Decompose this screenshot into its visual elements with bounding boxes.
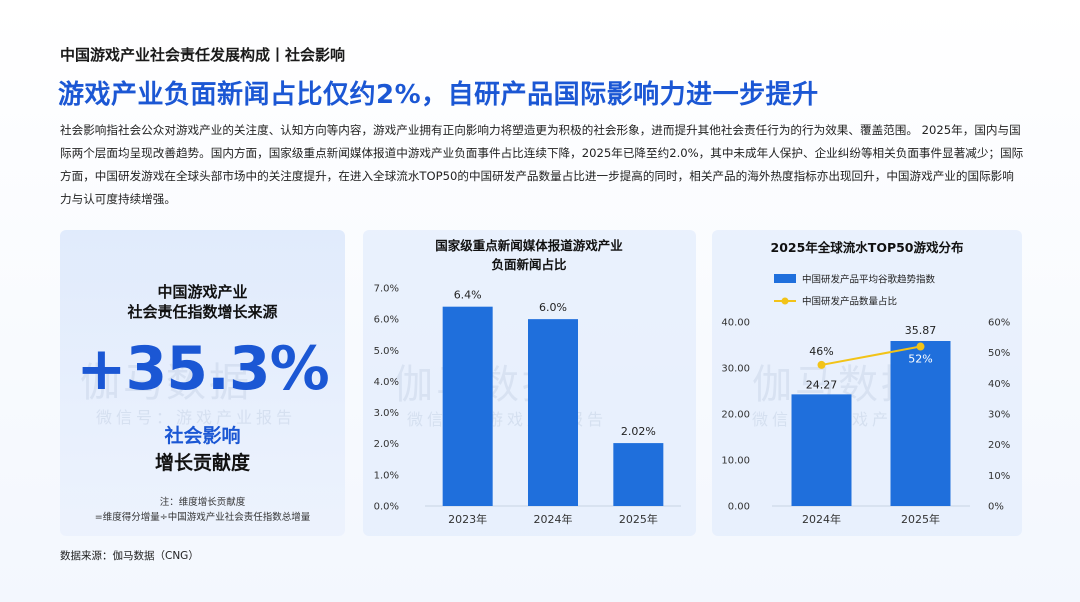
bar [442,306,493,506]
bar [528,319,578,506]
negative-news-bar-chart: 国家级重点新闻媒体报道游戏产业 负面新闻占比 0.0% 1.0% 2.0% 3.0% 4… [374,238,681,526]
legend-bar-swatch [774,274,796,283]
bar [890,340,951,506]
x-tick-label: 2023年 [448,512,487,526]
y-tick-label: 0.0% [374,502,399,513]
line-value-label: 46% [809,345,833,358]
x-tick-label: 2024年 [802,512,841,526]
kpi-value: +35.3% [76,334,329,404]
x-tick-label: 2025年 [619,512,658,526]
legend-line-label: 中国研发产品数量占比 [802,296,897,308]
y-tick-label: 6.0% [374,315,399,326]
page-title: 游戏产业负面新闻占比仅约2%，自研产品国际影响力进一步提升 [58,80,819,110]
chart1-title-line2: 负面新闻占比 [491,257,567,272]
intro-paragraph: 社会影响指社会公众对游戏产业的关注度、认知方向等内容，游戏产业拥有正向影响力将塑… [60,123,1024,206]
y-right-tick-label: 50% [988,348,1010,359]
data-source: 数据来源：伽马数据（CNG） [60,550,199,562]
y-right-tick-label: 20% [988,440,1010,451]
top50-chart-card: 伽马数据 微信号：游戏产业报告 2025年全球流水TOP50游戏分布 中国研发产… [712,230,1022,536]
y-right-tick-label: 10% [988,471,1010,482]
bar-value-label: 24.27 [806,378,838,391]
x-tick-label: 2024年 [534,512,573,526]
bar [791,394,852,506]
y-tick-label: 2.0% [374,439,399,450]
subtitle: 中国游戏产业社会责任发展构成丨社会影响 [60,46,346,64]
y-tick-label: 7.0% [374,284,399,295]
kpi-note-line1: 注：维度增长贡献度 [159,497,246,508]
y-left-tick-label: 10.00 [721,456,750,467]
y-right-tick-label: 40% [988,379,1010,390]
watermark-sub: 微信号：游戏产业报告 [96,408,297,427]
negative-news-chart-card: 伽马数据 微信号：游戏产业报告 国家级重点新闻媒体报道游戏产业 负面新闻占比 0… [363,230,696,536]
bar [613,443,664,506]
y-right-tick-label: 60% [988,318,1010,329]
line-value-label: 52% [908,353,932,366]
kpi-card: 中国游戏产业 社会责任指数增长来源 伽马数据 微信号：游戏产业报告 +35.3%… [60,230,345,536]
kpi-label-blue: 社会影响 [164,425,241,447]
kpi-title-line2: 社会责任指数增长来源 [127,303,278,321]
line-point [916,342,925,351]
y-tick-label: 4.0% [374,377,399,388]
bar-value-label: 35.87 [905,324,937,337]
chart2-title: 2025年全球流水TOP50游戏分布 [771,240,964,255]
x-tick-label: 2025年 [901,512,940,526]
y-left-tick-label: 20.00 [721,410,750,421]
y-left-tick-label: 40.00 [721,318,750,329]
y-tick-label: 3.0% [374,408,399,419]
watermark-main: 伽马数据 [80,360,252,406]
line-series [821,345,921,366]
y-right-tick-label: 0% [988,502,1004,513]
kpi-note-line2: =维度得分增量÷中国游戏产业社会责任指数总增量 [94,512,311,523]
y-tick-label: 1.0% [374,470,399,481]
kpi-label-black: 增长贡献度 [154,452,250,474]
y-left-tick-label: 30.00 [721,364,750,375]
chart1-title-line1: 国家级重点新闻媒体报道游戏产业 [435,238,623,253]
bar-value-label: 6.4% [454,289,482,302]
y-tick-label: 5.0% [374,346,399,357]
line-point [817,360,826,369]
bar-value-label: 6.0% [539,301,567,314]
y-left-tick-label: 0.00 [728,502,750,513]
legend-line-marker [781,297,789,305]
kpi-title-line1: 中国游戏产业 [157,283,248,301]
legend-bar-label: 中国研发产品平均谷歌趋势指数 [802,274,936,286]
bar-value-label: 2.02% [621,425,656,438]
top50-combo-chart: 2025年全球流水TOP50游戏分布 中国研发产品平均谷歌趋势指数中国研发产品数… [721,240,1010,526]
y-right-tick-label: 30% [988,410,1010,421]
